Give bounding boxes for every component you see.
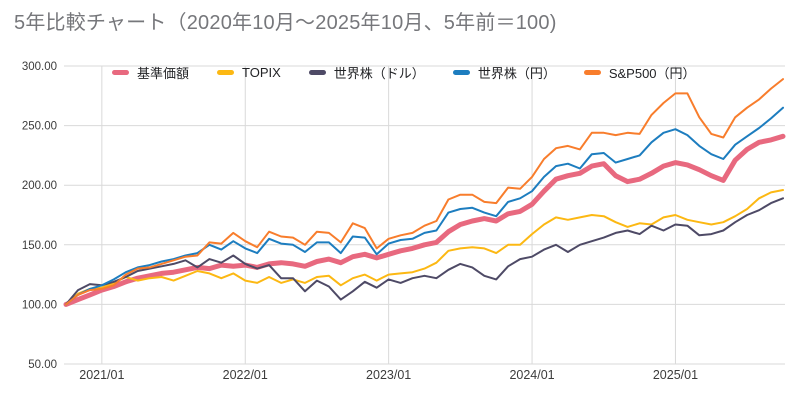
legend-item-world-stocks-jpy: 世界株（円）	[452, 63, 556, 82]
chart-legend: 基準価額 TOPIX 世界株（ドル） 世界株（円） S&P500（円）	[112, 63, 696, 82]
series-line-fund-nav	[63, 133, 786, 307]
series-line-world-stocks-usd	[65, 197, 784, 306]
y-tick-label: 150.00	[22, 240, 57, 252]
y-tick-label: 300.00	[22, 61, 57, 73]
legend-swatch-world-stocks-usd	[308, 70, 326, 75]
legend-item-sp500-jpy: S&P500（円）	[583, 63, 696, 82]
legend-swatch-world-stocks-jpy	[452, 70, 470, 75]
legend-label-fund-nav: 基準価額	[137, 66, 190, 81]
y-tick-label: 50.00	[28, 359, 57, 371]
series-line-world-stocks-jpy	[65, 106, 784, 306]
legend-label-world-stocks-jpy: 世界株（円）	[477, 66, 556, 81]
chart-title: 5年比較チャート（2020年10月～2025年10月、5年前＝100)	[14, 12, 557, 34]
y-tick-label: 100.00	[22, 299, 57, 311]
legend-item-fund-nav: 基準価額	[112, 63, 189, 82]
x-tick-label: 2024/01	[509, 368, 554, 382]
x-tick-label: 2023/01	[366, 368, 411, 382]
x-tick-label: 2022/01	[223, 368, 268, 382]
x-tick-label: 2021/01	[79, 368, 124, 382]
y-tick-label: 250.00	[22, 121, 57, 133]
series-line-sp500-jpy	[65, 78, 784, 306]
y-tick-label: 200.00	[22, 180, 57, 192]
legend-swatch-fund-nav	[112, 70, 129, 75]
x-tick-label: 2025/01	[653, 368, 698, 382]
legend-label-world-stocks-usd: 世界株（ドル）	[333, 66, 425, 81]
legend-swatch-topix	[217, 70, 235, 75]
series-line-topix	[65, 189, 784, 306]
legend-swatch-sp500-jpy	[583, 70, 601, 75]
legend-label-sp500-jpy: S&P500（円）	[608, 66, 696, 81]
legend-label-topix: TOPIX	[242, 65, 281, 80]
legend-item-world-stocks-usd: 世界株（ドル）	[308, 63, 425, 82]
legend-item-topix: TOPIX	[217, 65, 281, 80]
